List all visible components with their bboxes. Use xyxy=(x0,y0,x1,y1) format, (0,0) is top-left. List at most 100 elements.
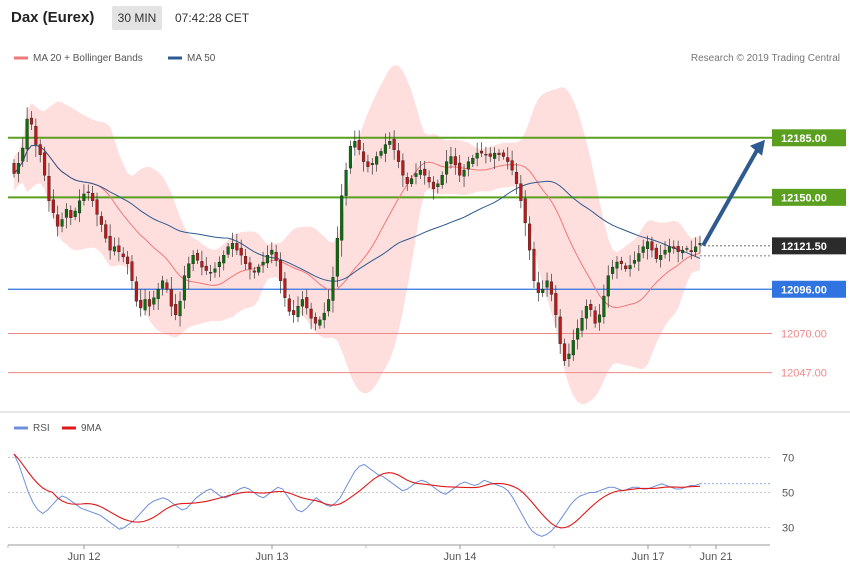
candle-body xyxy=(611,266,615,274)
candle-body xyxy=(694,246,698,253)
level-label-12047: 12047.00 xyxy=(781,368,827,380)
candle-body xyxy=(401,160,405,176)
rsi-tick-label-70: 70 xyxy=(782,453,794,465)
candle-body xyxy=(615,261,619,269)
candle-body xyxy=(335,238,339,277)
candle-body xyxy=(410,178,414,184)
candle-body xyxy=(213,268,217,273)
candle-body xyxy=(69,210,73,218)
candle-body xyxy=(501,152,505,157)
candle-body xyxy=(147,299,152,307)
bollinger-band xyxy=(14,65,700,405)
candle-body xyxy=(265,255,269,264)
x-axis-layer: Jun 12 Jun 13 Jun 14 Jun 17 Jun 21 xyxy=(7,545,733,563)
candle-body xyxy=(663,249,667,255)
candle-body xyxy=(91,193,95,201)
legend: MA 20 + Bollinger Bands MA 50 xyxy=(14,53,216,64)
candle-body xyxy=(584,306,588,319)
candle-body xyxy=(392,138,396,150)
candle-body xyxy=(405,177,409,184)
rsi-grid-layer: 70 50 30 xyxy=(8,453,794,535)
candle-body xyxy=(488,153,492,157)
candle-body xyxy=(379,151,383,156)
candle-body xyxy=(182,275,186,301)
candle-body xyxy=(292,310,296,315)
candle-body xyxy=(418,169,422,175)
candle-body xyxy=(60,219,64,227)
candle-body xyxy=(117,245,121,253)
level-labels-layer: 12185.00 12150.00 12121.50 12096.00 12070.00… xyxy=(772,129,846,380)
candle-body xyxy=(313,316,318,324)
level-label-12150: 12150.00 xyxy=(781,192,827,204)
candle-body xyxy=(641,246,645,253)
candle-body xyxy=(239,247,243,256)
candle-body xyxy=(619,260,623,264)
candle-body xyxy=(187,263,191,278)
level-label-12121.5: 12121.50 xyxy=(781,241,827,253)
candle-body xyxy=(589,304,593,310)
candle-body xyxy=(466,161,470,170)
candle-body xyxy=(514,171,519,184)
candle-body xyxy=(624,265,628,270)
rsi-line xyxy=(13,453,701,537)
candlestick-layer xyxy=(12,107,702,367)
bollinger-band-layer xyxy=(14,65,700,405)
rsi-9ma-line xyxy=(13,453,701,529)
candle-body xyxy=(56,214,60,227)
candle-body xyxy=(562,343,567,361)
candle-body xyxy=(283,278,287,298)
timeframe-button[interactable]: 30 MIN xyxy=(112,6,162,30)
x-tick-label: Jun 12 xyxy=(67,551,100,563)
moving-average-layer xyxy=(13,144,701,309)
candle-body xyxy=(571,340,575,356)
x-tick-label: Jun 17 xyxy=(631,551,664,563)
rsi-lines-layer xyxy=(13,453,770,537)
candle-body xyxy=(523,198,527,224)
candle-body xyxy=(82,193,86,201)
candle-body xyxy=(685,248,689,250)
candle-body xyxy=(479,150,484,154)
candle-body xyxy=(156,289,160,299)
candle-body xyxy=(248,262,252,270)
candle-body xyxy=(348,146,353,169)
candle-body xyxy=(278,260,283,281)
candle-body xyxy=(244,256,248,264)
candle-body xyxy=(558,316,562,344)
candle-body xyxy=(388,140,392,145)
candle-body xyxy=(296,306,300,318)
candle-body xyxy=(165,282,169,290)
candle-body xyxy=(357,139,361,150)
level-label-12096: 12096.00 xyxy=(781,284,827,296)
legend-rsi-label: RSI xyxy=(33,423,50,434)
candle-body xyxy=(510,160,514,171)
candle-body xyxy=(29,117,34,125)
x-tick-label: Jun 14 xyxy=(443,551,476,563)
candle-body xyxy=(528,223,532,251)
candle-body xyxy=(519,183,523,201)
candle-body xyxy=(257,266,261,273)
candle-body xyxy=(200,261,204,268)
candle-body xyxy=(95,199,99,215)
level-label-box-12096 xyxy=(772,280,846,298)
candle-body xyxy=(300,299,304,307)
level-label-12070: 12070.00 xyxy=(781,329,827,341)
rsi-tick-label-30: 30 xyxy=(782,523,794,535)
candle-body xyxy=(676,246,680,253)
legend-9ma-label: 9MA xyxy=(81,423,102,434)
candle-body xyxy=(497,152,501,156)
candle-body xyxy=(462,169,466,177)
candle-body xyxy=(152,297,156,305)
candle-body xyxy=(25,118,29,150)
level-label-box-12150 xyxy=(772,188,846,206)
candle-body xyxy=(73,210,77,217)
candle-body xyxy=(51,199,55,213)
candle-body xyxy=(178,300,182,317)
candle-body xyxy=(576,328,580,340)
ma20-line xyxy=(13,144,701,309)
candle-body xyxy=(322,312,326,321)
candle-body xyxy=(506,157,510,162)
chart-header: Dax (Eurex) 30 MIN 07:42:28 CET xyxy=(0,0,850,38)
candle-body xyxy=(174,304,178,315)
candle-body xyxy=(108,235,112,251)
candle-body xyxy=(327,299,331,312)
